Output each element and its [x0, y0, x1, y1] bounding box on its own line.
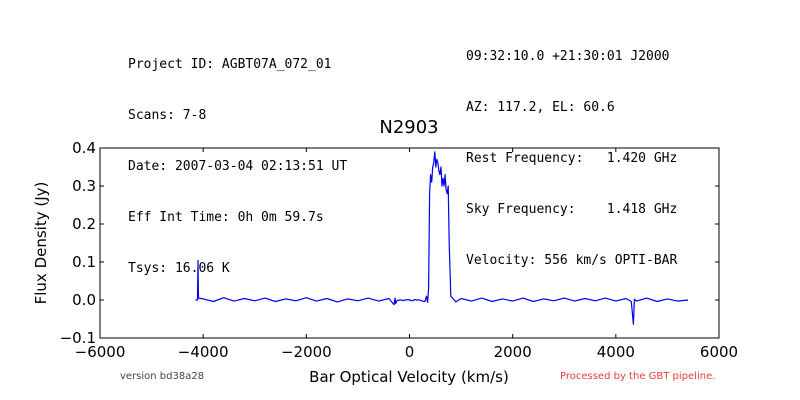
version-note: version bd38a28	[120, 371, 205, 382]
velocity-line: Velocity: 556 km/s OPTI-BAR	[466, 253, 678, 268]
x-tick-label: −2000	[281, 343, 332, 361]
az-el-line: AZ: 117.2, EL: 60.6	[466, 100, 615, 115]
plot-frame	[99, 147, 720, 339]
project-id-line: Project ID: AGBT07A_072_01	[128, 57, 332, 72]
spectrum-series-line-0	[195, 151, 689, 325]
x-tick-label: −6000	[75, 343, 126, 361]
eff-int-time-line: Eff Int Time: 0h 0m 59.7s	[128, 210, 324, 225]
x-tick-label: 6000	[700, 343, 738, 361]
y-axis-label: Flux Density (Jy)	[32, 182, 50, 305]
y-axis-ticks: −0.1 0.0 0.1 0.2 0.3 0.4	[60, 139, 719, 347]
rest-frequency-line: Rest Frequency: 1.420 GHz	[466, 151, 678, 166]
y-tick-label: 0.1	[72, 253, 96, 271]
date-line: Date: 2007-03-04 02:13:51 UT	[128, 159, 348, 174]
x-axis-ticks: −6000 −4000 −2000 0 2000 4000 6000	[75, 148, 738, 361]
y-tick-label: 0.3	[72, 177, 96, 195]
y-tick-label: 0.2	[72, 215, 96, 233]
y-tick-label: 0.0	[72, 291, 96, 309]
sky-frequency-line: Sky Frequency: 1.418 GHz	[466, 202, 678, 217]
header-right-block: 09:32:10.0 +21:30:01 J2000 AZ: 117.2, EL…	[466, 14, 677, 286]
x-axis-label: Bar Optical Velocity (km/s)	[309, 368, 509, 386]
y-tick-label: 0.4	[72, 139, 96, 157]
pipeline-note: Processed by the GBT pipeline.	[560, 371, 716, 382]
y-tick-label: −0.1	[60, 329, 96, 347]
plot-area	[195, 151, 689, 325]
x-tick-label: 0	[405, 343, 415, 361]
header-left-block: Project ID: AGBT07A_072_01 Scans: 7-8 Da…	[128, 22, 347, 294]
tsys-line: Tsys: 16.06 K	[128, 261, 230, 276]
x-tick-label: 2000	[494, 343, 532, 361]
scans-line: Scans: 7-8	[128, 108, 207, 123]
coordinates-line: 09:32:10.0 +21:30:01 J2000	[466, 49, 670, 64]
x-tick-label: 4000	[597, 343, 635, 361]
x-tick-label: −4000	[178, 343, 229, 361]
chart-title: N2903	[379, 117, 438, 138]
